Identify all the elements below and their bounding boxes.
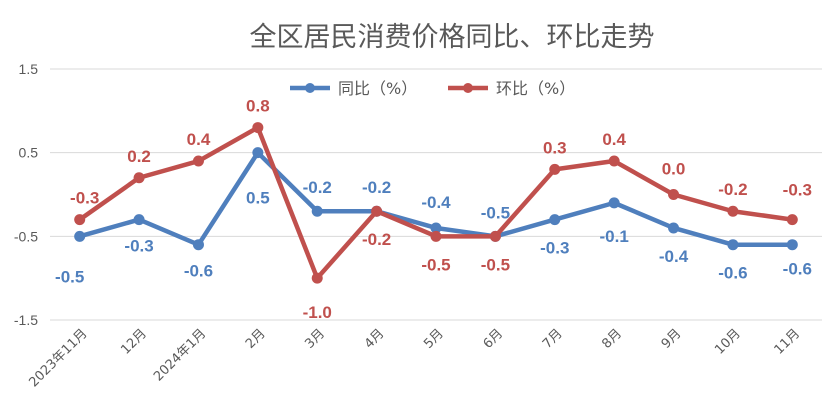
data-point-mom: [133, 172, 145, 184]
data-label-yoy: -0.6: [783, 260, 812, 279]
data-point-mom: [608, 155, 620, 167]
y-tick-label: -1.5: [14, 312, 38, 328]
data-label-yoy: -0.6: [184, 262, 213, 281]
x-tick-label: 8月: [599, 326, 625, 352]
data-label-yoy: -0.1: [600, 227, 629, 246]
data-label-mom: 0.0: [662, 160, 686, 179]
y-tick-label: 0.5: [19, 145, 39, 161]
data-point-yoy: [668, 222, 680, 234]
data-point-mom: [311, 272, 323, 284]
x-tick-label: 6月: [481, 326, 507, 352]
series-layer: -0.5-0.3-0.60.5-0.2 -0.2-0.4-0.5-0.3-0.1-…: [55, 97, 812, 323]
series-mom: -0.3 0.2 0.4 0.8 -1.0 -0.2 -0.5 -0.5 0.3 0.4 0.0 -0…: [70, 97, 812, 323]
chart-title: 全区居民消费价格同比、环比走势: [250, 22, 655, 53]
data-label-mom: -0.5: [481, 255, 510, 274]
y-axis: 1.5 0.5 -0.5 -1.5: [14, 61, 38, 328]
data-point-mom: [489, 230, 501, 242]
data-label-mom: -0.3: [783, 181, 812, 200]
x-tick-label: 11月: [772, 326, 803, 357]
series-yoy: -0.5 -0.3 -0.6 0.5 -0.2 -0.2 -0.4 -0.5 -0.3 -0.1 -…: [55, 147, 812, 286]
data-point-mom: [371, 205, 383, 217]
data-label-yoy: -0.2: [303, 178, 332, 197]
legend-label-mom: 环比（%）: [496, 79, 575, 98]
data-label-yoy: -0.5: [55, 267, 84, 286]
data-label-yoy: 0.5: [246, 189, 270, 208]
data-label-yoy: -0.6: [718, 264, 747, 283]
x-tick-label: 12月: [118, 326, 149, 357]
x-tick-label: 2024年1月: [151, 326, 209, 384]
data-point-yoy: [430, 222, 442, 234]
data-label-yoy: -0.4: [421, 193, 451, 212]
x-tick-label: 9月: [659, 326, 685, 352]
data-point-mom: [786, 214, 798, 226]
data-point-yoy: [608, 197, 620, 209]
data-point-yoy: [549, 214, 561, 226]
x-tick-label: 10月: [712, 326, 743, 357]
data-label-mom: -0.2: [718, 180, 747, 199]
x-tick-label: 7月: [540, 326, 566, 352]
data-point-yoy: [727, 239, 739, 251]
data-point-mom: [74, 214, 86, 226]
data-label-yoy: -0.3: [540, 239, 569, 258]
data-label-mom: 0.8: [246, 97, 270, 116]
data-label-yoy: -0.4: [659, 247, 689, 266]
x-tick-label: 2023年11月: [26, 326, 90, 390]
data-point-yoy: [192, 239, 204, 251]
data-point-mom: [252, 122, 264, 134]
data-point-mom: [430, 230, 442, 242]
data-point-mom: [549, 163, 561, 175]
data-point-yoy: [133, 214, 145, 226]
data-label-mom: -0.3: [70, 189, 99, 208]
legend-label-yoy: 同比（%）: [338, 79, 417, 98]
data-label-mom: 0.2: [127, 147, 151, 166]
legend-marker-mom: [463, 83, 473, 93]
data-point-yoy: [74, 230, 86, 242]
data-label-mom: -0.5: [421, 255, 450, 274]
data-point-yoy: [311, 205, 323, 217]
x-axis: 2023年11月 12月 2024年1月 2月 3月 4月 5月 6月 7月 8月 9月 10月 11月: [26, 326, 803, 390]
x-tick-label: 5月: [421, 326, 447, 352]
data-label-mom: 0.4: [602, 130, 626, 149]
data-label-yoy: -0.3: [124, 237, 153, 256]
data-label-mom: -0.2: [362, 230, 391, 249]
y-tick-label: 1.5: [19, 61, 39, 77]
legend-marker-yoy: [305, 83, 315, 93]
data-label-mom: 0.4: [187, 130, 211, 149]
data-label-mom: 0.3: [543, 138, 567, 157]
data-point-mom: [727, 205, 739, 217]
legend: 同比（%） 环比（%）: [290, 79, 575, 98]
data-point-yoy: [786, 239, 798, 251]
y-tick-label: -0.5: [14, 228, 38, 244]
x-tick-label: 2月: [243, 326, 269, 352]
data-label-mom: -1.0: [303, 303, 332, 322]
x-tick-label: 3月: [302, 326, 328, 352]
x-tick-label: 4月: [362, 326, 388, 352]
data-label-yoy: -0.5: [481, 203, 510, 222]
data-point-yoy: [252, 147, 264, 159]
data-point-mom: [668, 189, 680, 200]
data-point-mom: [192, 155, 204, 167]
data-label-yoy: -0.2: [362, 178, 391, 197]
